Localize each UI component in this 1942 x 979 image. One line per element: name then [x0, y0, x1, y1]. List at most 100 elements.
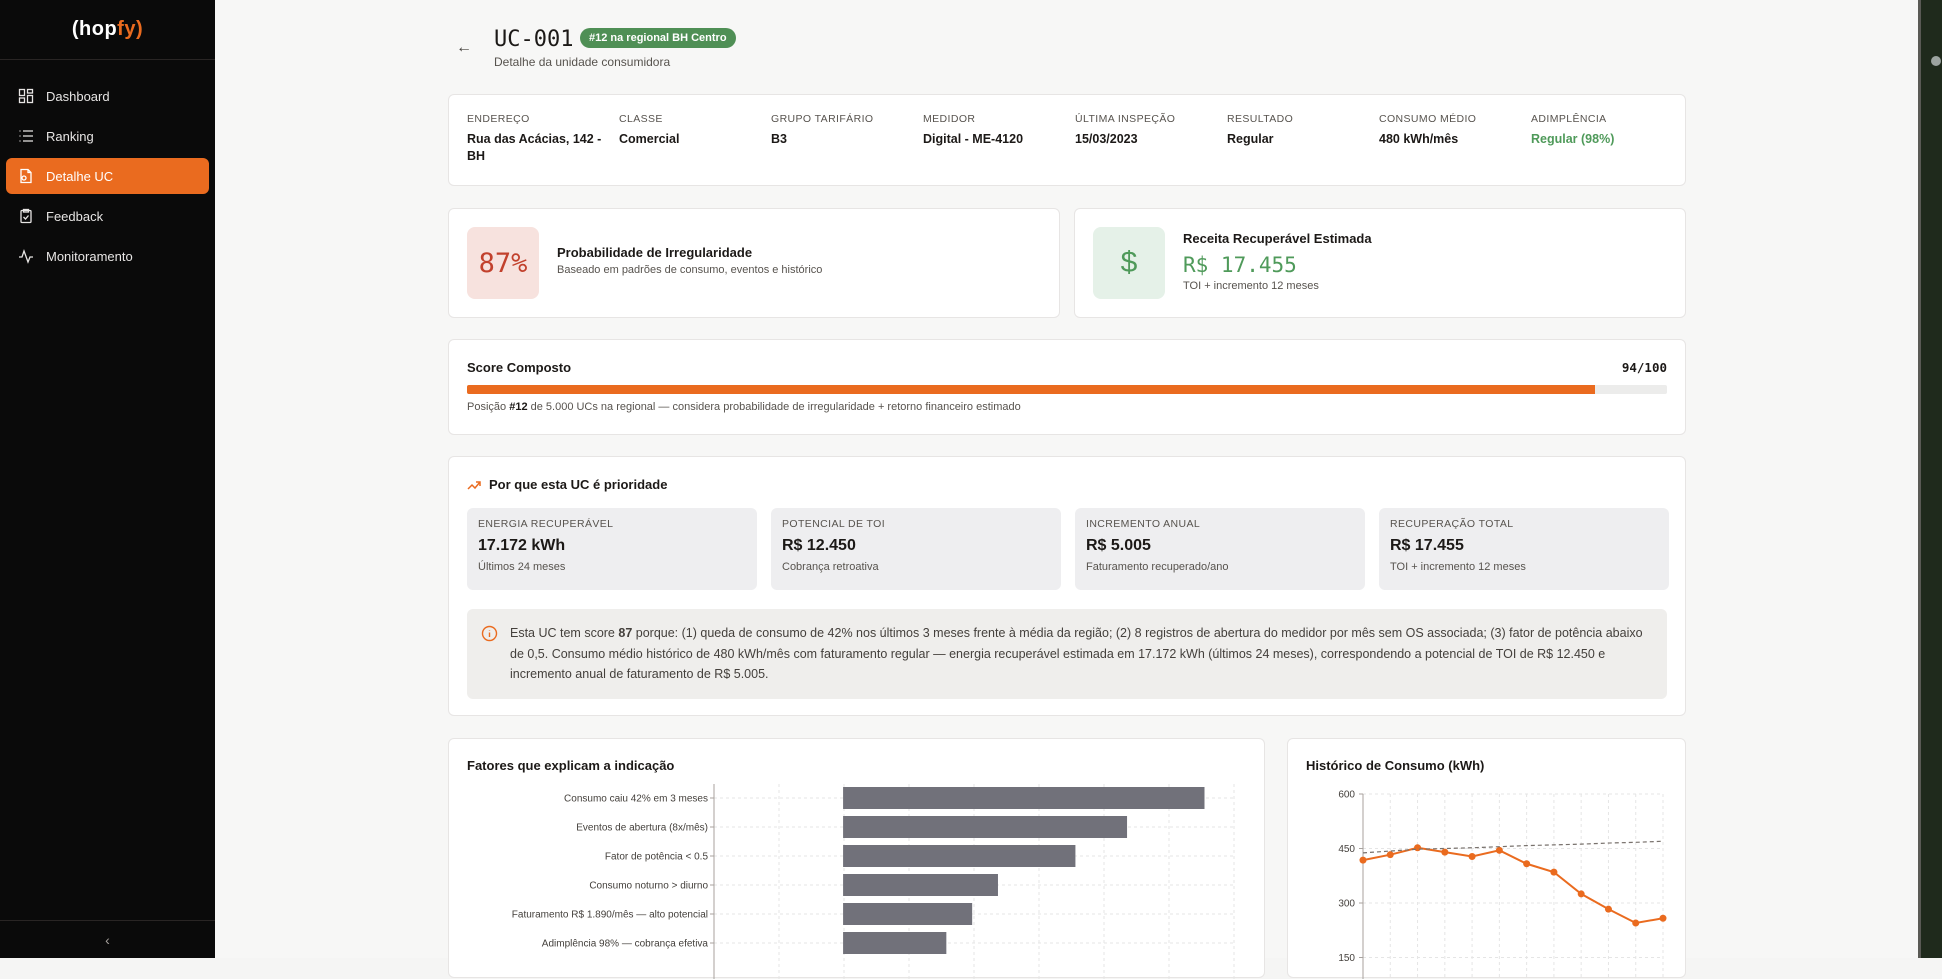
- sidebar-item-label: Ranking: [46, 128, 94, 144]
- uc-info-card: ENDEREÇO Rua das Acácias, 142 - BH CLASS…: [448, 94, 1686, 186]
- probability-subtitle: Baseado em padrões de consumo, eventos e…: [557, 264, 823, 276]
- score-progress-fill: [467, 385, 1595, 394]
- info-value: Regular (98%): [1531, 132, 1615, 146]
- info-result: RESULTADO Regular: [1227, 113, 1367, 148]
- explanation-prefix: Esta UC tem score: [510, 626, 619, 640]
- info-label: MEDIDOR: [923, 113, 976, 125]
- data-point: [1550, 868, 1558, 876]
- page-header: ← UC-001 #12 na regional BH Centro Detal…: [448, 25, 1248, 75]
- sidebar-item-monitoramento[interactable]: Monitoramento: [6, 238, 209, 274]
- score-value: 94/100: [1621, 360, 1667, 375]
- factor-bar: [843, 932, 947, 954]
- revenue-title: Receita Recuperável Estimada: [1183, 231, 1372, 246]
- metric-value: R$ 17.455: [1390, 537, 1464, 554]
- explanation-rest: porque: (1) queda de consumo de 42% nos …: [510, 626, 1643, 681]
- revenue-card: $ Receita Recuperável Estimada R$ 17.455…: [1074, 208, 1686, 318]
- clipboard-icon: [20, 208, 32, 224]
- priority-reasons-card: Por que esta UC é prioridade ENERGIA REC…: [448, 456, 1686, 716]
- info-value: Digital - ME-4120: [923, 132, 1024, 146]
- collapse-sidebar-button[interactable]: ‹: [0, 920, 215, 948]
- probability-title: Probabilidade de Irregularidade: [557, 245, 753, 260]
- info-avg-consumption: CONSUMO MÉDIO 480 kWh/mês: [1379, 113, 1519, 148]
- info-label: ENDEREÇO: [467, 113, 530, 125]
- history-chart-title: Histórico de Consumo (kWh): [1306, 758, 1485, 773]
- history-chart: 150 300 450 600: [1338, 790, 1667, 979]
- metric-recoverable-energy: ENERGIA RECUPERÁVEL 17.172 kWh Últimos 2…: [467, 508, 757, 590]
- factor-bar: [843, 874, 998, 896]
- y-tick-label: 150: [1338, 953, 1355, 964]
- tick-label: Consumo noturno > diurno: [589, 881, 708, 892]
- list-icon: [19, 130, 33, 142]
- metric-total-recovery: RECUPERAÇÃO TOTAL R$ 17.455 TOI + increm…: [1379, 508, 1669, 590]
- factor-bar: [843, 845, 1076, 867]
- window-edge: [1918, 0, 1942, 958]
- sidebar-item-feedback[interactable]: Feedback: [6, 198, 209, 234]
- info-address: ENDEREÇO Rua das Acácias, 142 - BH: [467, 113, 607, 165]
- info-value: 15/03/2023: [1075, 132, 1138, 146]
- factors-chart-card: Fatores que explicam a indicação Consumo…: [448, 738, 1265, 979]
- metric-sub: Cobrança retroativa: [782, 561, 879, 573]
- edge-dot: [1931, 56, 1941, 66]
- priority-title: Por que esta UC é prioridade: [467, 477, 667, 492]
- tick-label: Fator de potência < 0.5: [605, 852, 709, 863]
- probability-card: 87% Probabilidade de Irregularidade Base…: [448, 208, 1060, 318]
- score-progress-bar: [467, 385, 1667, 394]
- tick-label: Faturamento R$ 1.890/mês — alto potencia…: [512, 910, 708, 921]
- data-point: [1577, 890, 1585, 898]
- metric-value: R$ 5.005: [1086, 537, 1151, 554]
- y-tick-label: 300: [1338, 899, 1355, 910]
- sidebar-item-ranking[interactable]: Ranking: [6, 118, 209, 154]
- info-class: CLASSE Comercial: [619, 113, 759, 148]
- explanation-score: 87: [618, 626, 633, 640]
- info-value: Comercial: [619, 132, 680, 146]
- info-value: Regular: [1227, 132, 1274, 146]
- sidebar-item-dashboard[interactable]: Dashboard: [6, 78, 209, 114]
- info-value: B3: [771, 132, 787, 146]
- edge-border: [1918, 0, 1921, 958]
- tick-label: Consumo caiu 42% em 3 meses: [564, 794, 708, 805]
- tick-label: Adimplência 98% — cobrança efetiva: [542, 939, 709, 950]
- y-tick-label: 450: [1338, 844, 1355, 855]
- data-point: [1441, 848, 1449, 856]
- back-arrow-icon[interactable]: ←: [456, 39, 472, 56]
- metric-annual-increment: INCREMENTO ANUAL R$ 5.005 Faturamento re…: [1075, 508, 1365, 590]
- probability-value: 87%: [467, 227, 539, 299]
- sidebar-item-label: Dashboard: [46, 88, 110, 104]
- sidebar-item-label: Feedback: [46, 208, 104, 224]
- page-title: UC-001: [494, 27, 574, 52]
- series-line-1: [1362, 840, 1664, 854]
- y-tick-label: 600: [1338, 790, 1355, 801]
- score-card: Score Composto 94/100 Posição #12 de 5.0…: [448, 339, 1686, 435]
- data-point: [1632, 919, 1640, 927]
- info-label: ÚLTIMA INSPEÇÃO: [1075, 113, 1176, 125]
- factor-bar: [843, 816, 1128, 838]
- metric-label: INCREMENTO ANUAL: [1086, 518, 1201, 530]
- main-area: ← UC-001 #12 na regional BH Centro Detal…: [215, 0, 1918, 979]
- series-line-0: [1362, 846, 1664, 925]
- data-point: [1523, 860, 1531, 868]
- metric-value: 17.172 kWh: [478, 537, 566, 554]
- score-note: Posição #12 de 5.000 UCs na regional — c…: [467, 401, 1021, 413]
- chevron-left-icon: ‹: [105, 932, 110, 948]
- brand-logo[interactable]: (hop fy): [0, 0, 215, 60]
- sidebar-item-detalhe-uc[interactable]: Detalhe UC: [6, 158, 209, 194]
- sidebar: (hop fy) Dashboard Ranking Detalhe UC Fee…: [0, 0, 215, 958]
- metric-value: R$ 12.450: [782, 537, 856, 554]
- metric-label: RECUPERAÇÃO TOTAL: [1390, 518, 1514, 530]
- page-subtitle: Detalhe da unidade consumidora: [494, 55, 671, 69]
- factors-chart-title: Fatores que explicam a indicação: [467, 758, 675, 773]
- data-point: [1659, 914, 1667, 922]
- info-payment-status: ADIMPLÊNCIA Regular (98%): [1531, 113, 1671, 148]
- info-tariff-group: GRUPO TARIFÁRIO B3: [771, 113, 911, 148]
- score-note-prefix: Posição: [467, 401, 510, 413]
- grid-icon: [18, 88, 34, 104]
- info-label: CONSUMO MÉDIO: [1379, 113, 1477, 125]
- data-point: [1414, 844, 1422, 852]
- logo-left: (hop: [71, 18, 118, 40]
- activity-icon: [19, 249, 33, 264]
- score-note-suffix: de 5.000 UCs na regional — considera pro…: [527, 401, 1021, 413]
- history-chart-card: Histórico de Consumo (kWh) 150 300 450 600: [1287, 738, 1686, 979]
- data-point: [1359, 856, 1367, 864]
- data-point: [1386, 851, 1394, 859]
- info-label: RESULTADO: [1227, 113, 1294, 125]
